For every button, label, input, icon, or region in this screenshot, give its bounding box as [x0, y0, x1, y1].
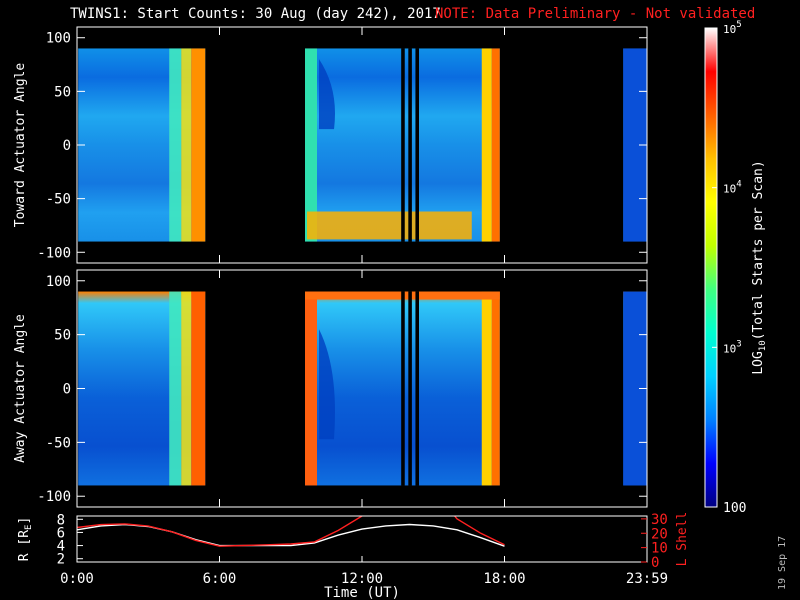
l-shell-series-line [77, 516, 505, 547]
edge-start [305, 291, 317, 486]
low-count-region [319, 59, 335, 130]
bottom-band [307, 211, 472, 240]
data-block-dark [623, 48, 647, 242]
y-tick-label: 50 [54, 328, 71, 344]
colorbar-tick-exp: 4 [736, 180, 741, 190]
edge-orange [191, 48, 206, 242]
y-axis-label: R [RE] [17, 517, 34, 562]
colorbar-label-sub: 10 [758, 340, 768, 351]
x-tick-label: 0:00 [60, 571, 94, 587]
y-tick-label: -50 [46, 435, 71, 451]
edge-yellow [481, 291, 492, 486]
low-count-region [319, 329, 335, 440]
x-tick-label: 23:59 [626, 571, 668, 587]
y-tick-label: 100 [46, 31, 71, 47]
data-gap [408, 48, 412, 242]
edge-orange [491, 48, 500, 242]
y-tick-label: 50 [54, 84, 71, 100]
title-text: TWINS1: Start Counts: 30 Aug (day 242), … [70, 6, 441, 22]
colorbar-tick-label: 104 [723, 180, 742, 196]
edge-cyan [169, 291, 182, 486]
x-tick-label: 18:00 [483, 571, 525, 587]
panel-frame [76, 515, 648, 563]
edge-start [305, 48, 317, 242]
y-tick-label: 4 [57, 539, 65, 555]
colorbar-tick-label: 103 [723, 339, 742, 355]
y-axis-label: Toward Actuator Angle [13, 63, 28, 228]
y-tick-label: 6 [57, 525, 65, 541]
y-tick-label: 0 [63, 382, 71, 398]
y-tick-label: -100 [37, 489, 71, 505]
y2-tick-label: 20 [651, 526, 668, 542]
y2-axis-label: L Shell [675, 512, 690, 567]
y-axis-label: Away Actuator Angle [13, 314, 28, 463]
panel-2: 100 50 0 -50 -100 Away Actuator Angle [13, 269, 648, 508]
x-tick-label: 12:00 [341, 571, 383, 587]
y-axis-label-close: ] [17, 517, 32, 525]
data-gap [401, 48, 405, 242]
edge-cyan [169, 48, 182, 242]
edge-yellow [181, 291, 192, 486]
colorbar-label: LOG10(Total Starts per Scan) [751, 160, 768, 374]
panel-1: 100 50 0 -50 -100 Toward Actuator Angle [13, 26, 648, 264]
colorbar-scale [704, 27, 718, 508]
date-stamp: 19 Sep 17 [777, 535, 788, 590]
data-gap [415, 48, 419, 242]
edge-orange [491, 291, 500, 486]
r-series-line [77, 523, 505, 547]
edge-orange [191, 291, 206, 486]
y-tick-label: -50 [46, 192, 71, 208]
y-tick-label: -100 [37, 245, 71, 261]
y-tick-label: 2 [57, 552, 65, 568]
data-gap [408, 291, 412, 486]
preliminary-note: NOTE: Data Preliminary - Not validated [435, 6, 756, 22]
y-tick-label: 8 [57, 512, 65, 528]
data-block-dark [623, 291, 647, 486]
x-tick-label: 6:00 [203, 571, 237, 587]
y2-tick-label: 30 [651, 512, 668, 528]
y-tick-label: 0 [63, 138, 71, 154]
colorbar-tick-label: 105 [723, 20, 742, 36]
colorbar-label-suffix: (Total Starts per Scan) [751, 160, 766, 340]
y2-tick-label: 10 [651, 541, 668, 557]
edge-yellow [481, 48, 492, 242]
colorbar-tick-label: 100 [723, 501, 746, 516]
y-axis-label-sub: E [24, 525, 34, 530]
x-axis-label: Time (UT) [324, 585, 400, 600]
edge-yellow [181, 48, 192, 242]
data-gap [401, 291, 405, 486]
y-tick-label: 100 [46, 274, 71, 290]
data-gap [415, 291, 419, 486]
colorbar-tick-exp: 3 [736, 339, 741, 349]
colorbar-tick-exp: 5 [736, 20, 741, 30]
y2-tick-label: 0 [651, 555, 659, 571]
